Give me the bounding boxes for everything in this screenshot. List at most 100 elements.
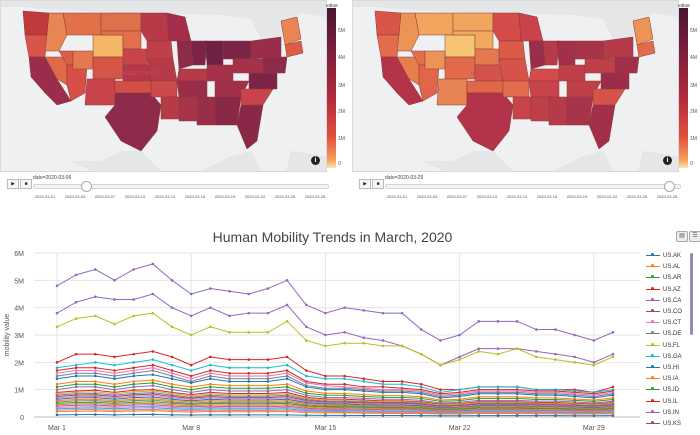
data-point — [113, 355, 116, 359]
slider-tick-label: 2020-03-04 — [64, 194, 86, 199]
legend-item[interactable]: US.DE — [646, 329, 696, 340]
legend-item[interactable]: US.CT — [646, 318, 696, 329]
data-point — [170, 325, 174, 329]
data-point — [113, 377, 116, 381]
map-view[interactable]: UNITED STATES i — [352, 0, 679, 172]
legend-item[interactable]: US.KY — [646, 430, 696, 431]
slider-track[interactable] — [385, 184, 681, 189]
data-point — [189, 363, 193, 367]
series-line — [56, 405, 614, 413]
data-point — [343, 388, 346, 391]
slider-tick-label: 2020-03-28 — [304, 194, 326, 199]
legend-item[interactable]: US.AZ — [646, 285, 696, 296]
data-point — [170, 306, 174, 309]
data-point — [419, 352, 423, 356]
series-line — [56, 399, 614, 410]
data-point — [113, 388, 116, 391]
legend-item[interactable]: US.HI — [646, 363, 696, 374]
slider-track[interactable] — [33, 184, 329, 189]
data-point — [515, 412, 519, 415]
legend-item[interactable]: US.CA — [646, 296, 696, 307]
country-label: UNITED STATES — [119, 71, 158, 77]
colorbar-tick: 2M — [338, 109, 345, 115]
legend-item[interactable]: US.AL — [646, 262, 696, 273]
data-point — [515, 397, 519, 400]
data-point — [113, 371, 116, 375]
series-line — [56, 392, 614, 407]
slider-tick-label: 2020-03-19 — [214, 194, 236, 199]
legend-item[interactable]: US.CO — [646, 307, 696, 318]
legend-item[interactable]: US.AK — [646, 251, 696, 262]
legend-label: US.AL — [663, 264, 681, 271]
series-line — [56, 385, 614, 404]
legend-item[interactable]: US.FL — [646, 341, 696, 352]
series-line — [56, 263, 614, 342]
slider-tick-label: 2020-03-28 — [656, 194, 678, 199]
map-view[interactable]: UNITED STATES i — [0, 0, 327, 172]
us-map[interactable]: UNITED STATES — [353, 1, 678, 171]
data-point — [285, 385, 289, 389]
x-tick-label: Mar 15 — [315, 425, 337, 432]
data-point — [324, 388, 327, 391]
data-point — [515, 320, 519, 323]
data-point — [209, 371, 212, 375]
data-point — [228, 384, 231, 387]
legend-item[interactable]: US.AR — [646, 273, 696, 284]
data-point — [74, 366, 78, 370]
series-line — [56, 359, 614, 393]
toolbar-menu-icon[interactable]: ☰ — [689, 231, 700, 242]
legend-swatch — [646, 308, 660, 312]
legend-item[interactable]: US.KS — [646, 419, 696, 430]
legend-item[interactable]: US.IL — [646, 397, 696, 408]
data-point — [496, 414, 500, 417]
legend-item[interactable]: US.IA — [646, 374, 696, 385]
data-point — [381, 414, 385, 417]
line-chart[interactable]: 0 1M 2M 3M 4M 5M 6M Mar 1 Mar 8 Mar 15 Mar 22 Mar 2… — [0, 225, 700, 435]
data-point — [304, 381, 308, 385]
colorbar-tick: 1M — [338, 136, 345, 142]
legend-swatch — [646, 342, 660, 346]
legend-item[interactable]: US.GA — [646, 352, 696, 363]
info-icon[interactable]: i — [311, 156, 320, 165]
data-point — [343, 306, 346, 309]
legend-item[interactable]: US.ID — [646, 385, 696, 396]
data-point — [611, 414, 615, 417]
series-line — [56, 389, 614, 405]
data-point — [209, 388, 212, 391]
toolbar-table-icon[interactable]: ▤ — [676, 231, 688, 242]
data-point — [189, 391, 193, 394]
data-point — [535, 412, 538, 416]
data-point — [189, 385, 193, 389]
series-line — [56, 408, 614, 414]
data-point — [611, 355, 615, 359]
data-point — [266, 287, 270, 290]
slider-handle[interactable] — [664, 181, 676, 192]
colorbar-tick: 2M — [690, 109, 697, 115]
info-icon[interactable]: i — [663, 156, 672, 165]
slider-handle[interactable] — [81, 181, 93, 192]
stop-button[interactable]: ■ — [372, 179, 384, 189]
data-point — [94, 295, 97, 299]
data-point — [304, 413, 308, 417]
play-button[interactable]: ▶ — [7, 179, 19, 189]
data-point — [228, 374, 231, 378]
data-point — [458, 355, 461, 359]
data-point — [132, 374, 135, 378]
legend-item[interactable]: US.IN — [646, 408, 696, 419]
data-point — [55, 366, 59, 370]
us-map[interactable]: UNITED STATES — [1, 1, 326, 171]
data-point — [343, 411, 346, 415]
y-axis-title: mobility value — [4, 314, 11, 357]
data-point — [477, 414, 481, 417]
data-point — [362, 395, 366, 398]
legend-label: US.IN — [663, 409, 680, 416]
legend-scrollbar[interactable] — [690, 253, 693, 335]
data-point — [94, 409, 97, 413]
data-point — [55, 388, 59, 391]
data-point — [151, 366, 155, 370]
data-point — [458, 414, 461, 418]
play-button[interactable]: ▶ — [359, 179, 371, 189]
stop-button[interactable]: ■ — [20, 179, 32, 189]
data-point — [554, 393, 557, 397]
slider-ticks: 2020-03-01 2020-03-04 2020-03-07 2020-03-10… — [33, 191, 329, 201]
